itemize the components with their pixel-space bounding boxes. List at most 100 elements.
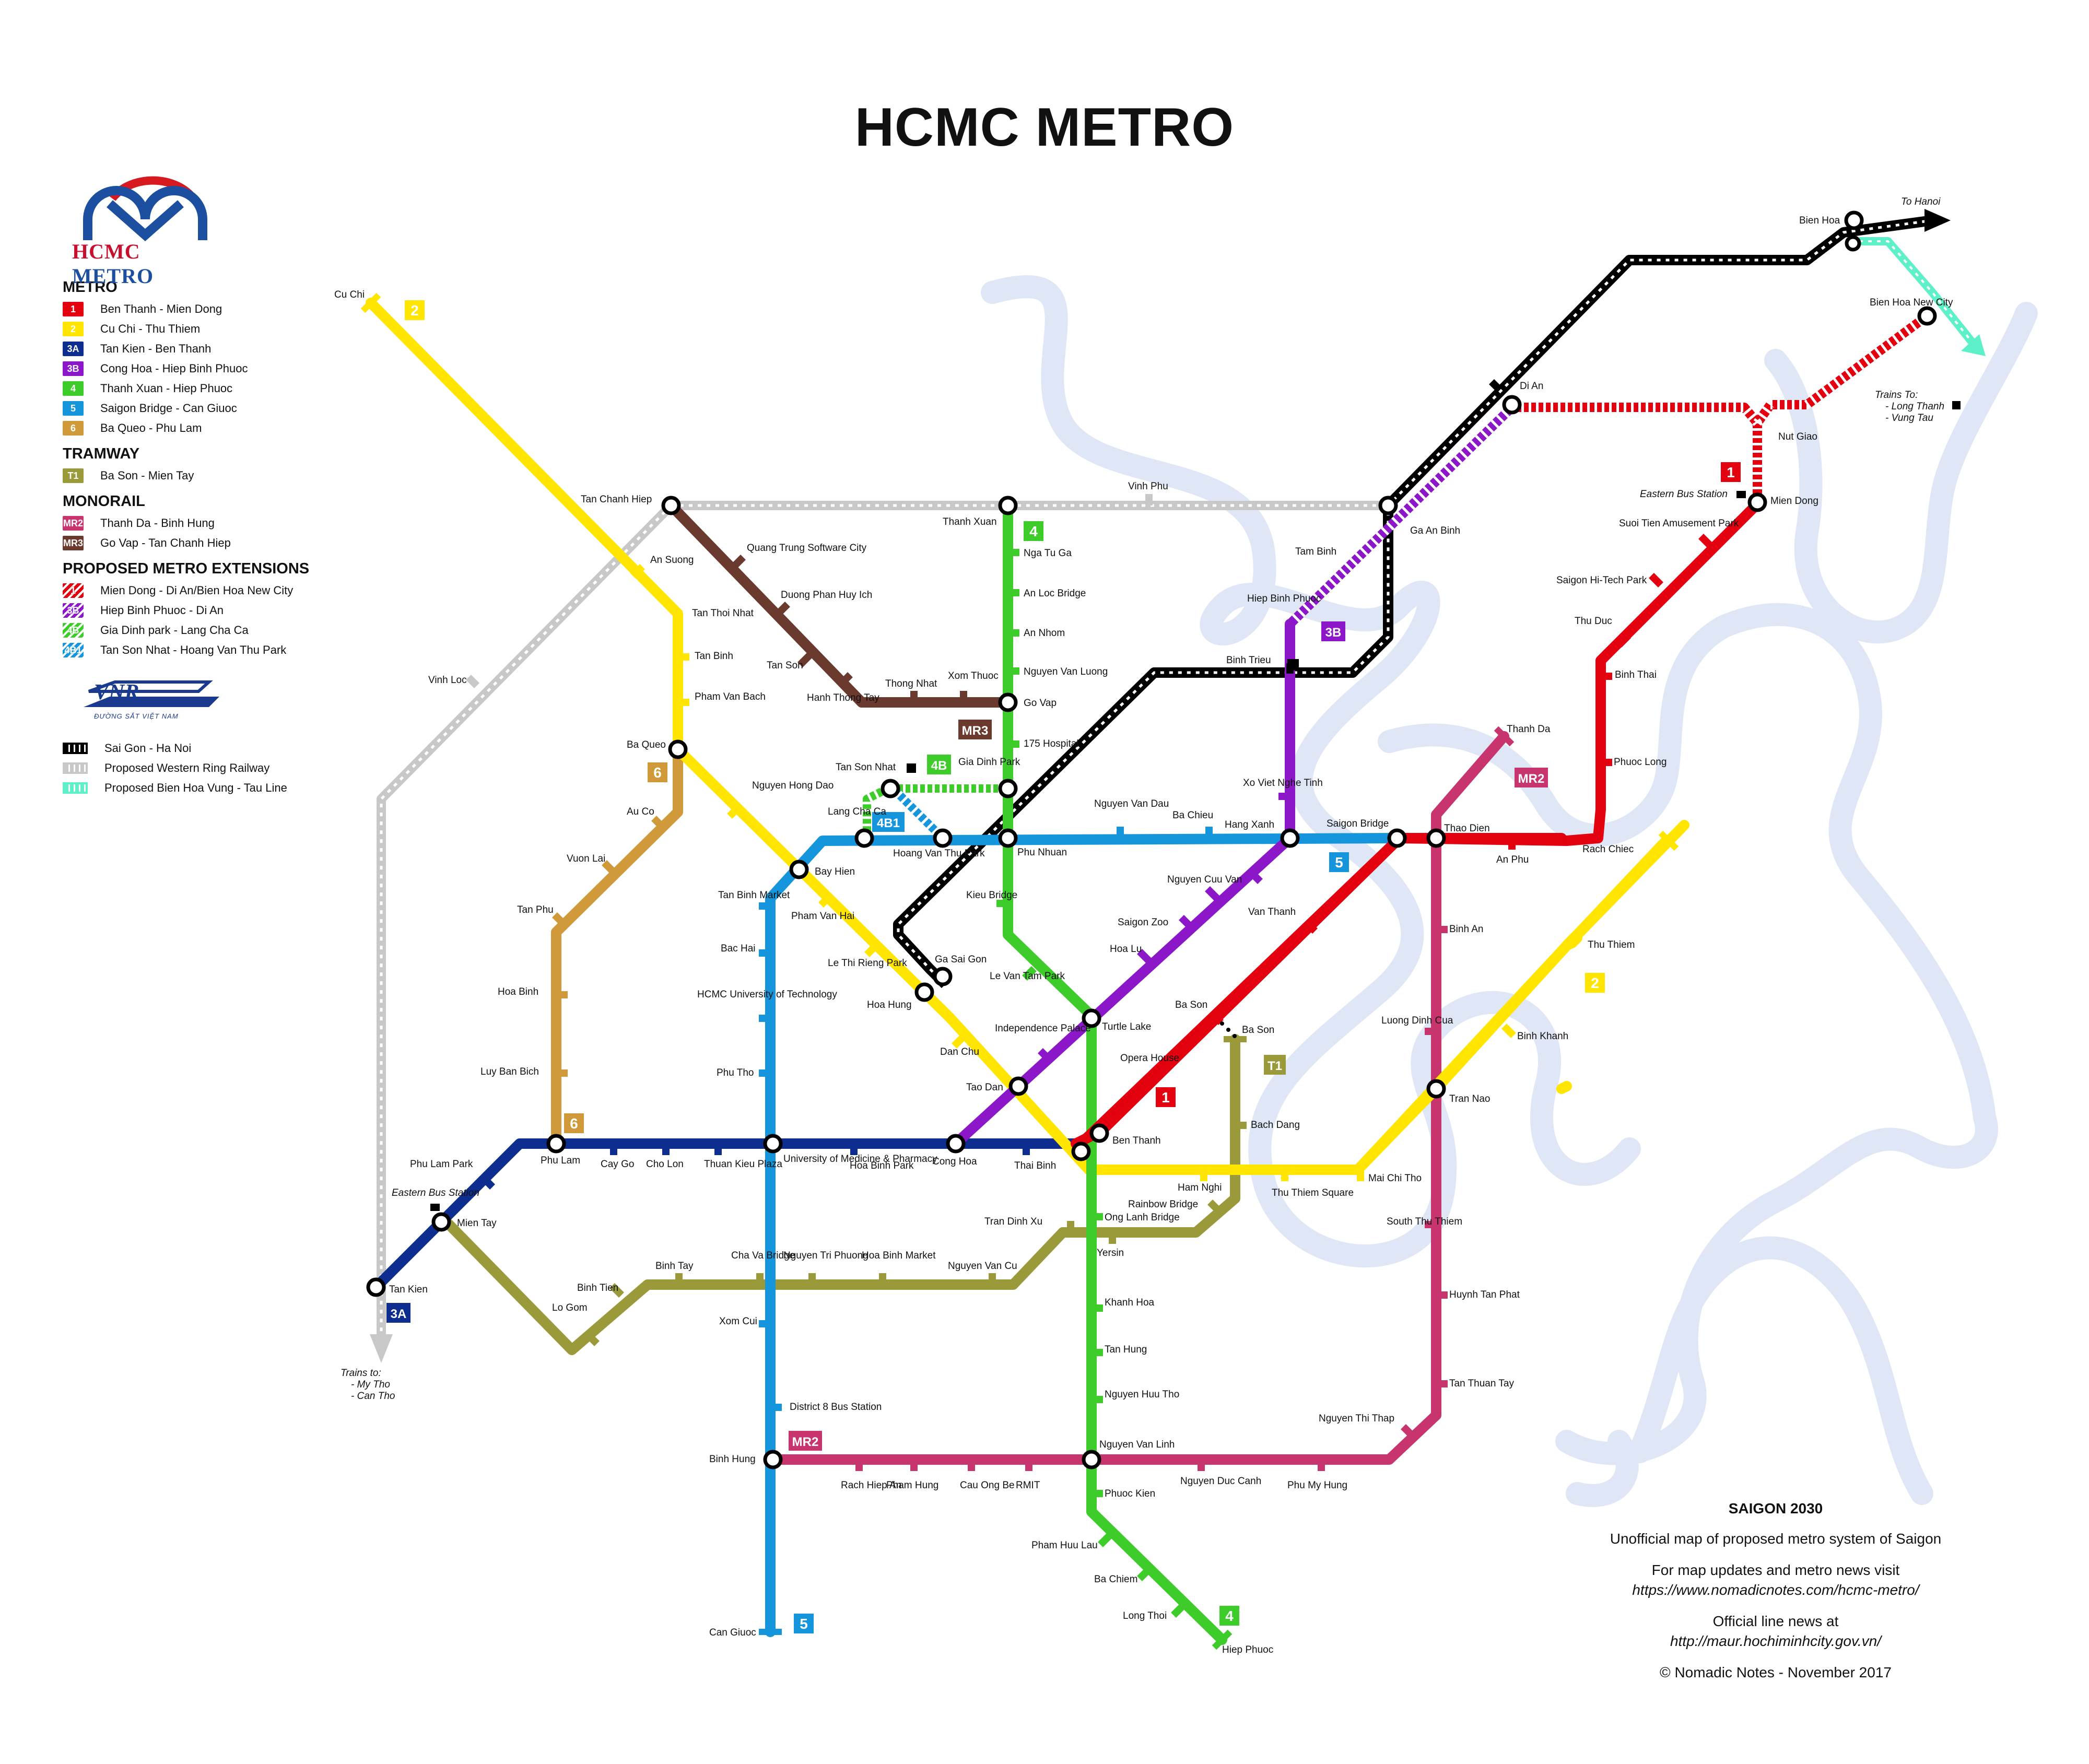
station-mien-tay[interactable]	[431, 1212, 451, 1232]
label-khanh-hoa: Khanh Hoa	[1105, 1297, 1155, 1308]
station-ticks	[466, 379, 1713, 1618]
label-pham-van-hai: Pham Van Hai	[791, 911, 854, 922]
station-di-an[interactable]	[1502, 395, 1522, 415]
legend-rail-swatch	[63, 782, 88, 794]
tag-l3b: 3B	[1321, 621, 1345, 641]
info-link-maur[interactable]: http://maur.hochiminhcity.gov.vn/	[1670, 1633, 1882, 1649]
label-lo-gom: Lo Gom	[552, 1302, 588, 1313]
label-ong-lanh: Ong Lanh Bridge	[1105, 1212, 1180, 1223]
station-bien-hoa-new-city[interactable]	[1917, 306, 1937, 326]
label-nguyen-thi-thap: Nguyen Thi Thap	[1319, 1413, 1394, 1424]
legend-item-label: Sai Gon - Ha Noi	[104, 742, 192, 755]
line-2-thu-thiem	[1353, 820, 1689, 1175]
label-phu-tho: Phu Tho	[717, 1067, 754, 1078]
small-icons	[430, 401, 1961, 1211]
station-hoa-hung[interactable]	[914, 982, 934, 1002]
station-tao-dan[interactable]	[1008, 1076, 1028, 1096]
label-rmit: RMIT	[1016, 1480, 1040, 1491]
tag-l2-right: 2	[1585, 973, 1605, 993]
tick	[466, 675, 479, 688]
info-link-nomadic[interactable]: https://www.nomadicnotes.com/hcmc-metro/	[1632, 1582, 1919, 1598]
label-rach-hiep-an: Rach Hiep An	[841, 1480, 901, 1491]
airport-icon	[907, 763, 916, 773]
station-ga-sai-gon[interactable]	[933, 967, 953, 986]
label-saigon-bridge: Saigon Bridge	[1327, 818, 1389, 829]
tag-mr2-bottom-text: MR2	[792, 1435, 819, 1449]
tag-l3a: 3A	[386, 1303, 410, 1323]
label-bien-hoa: Bien Hoa	[1799, 215, 1840, 226]
label-trains-to-mt: Trains to:	[341, 1368, 381, 1379]
label-tan-binh-market: Tan Binh Market	[718, 890, 790, 901]
label-hoa-binh-park: Hoa Binh Park	[850, 1160, 914, 1171]
station-gia-dinh-park[interactable]	[998, 779, 1018, 798]
bus-icon	[1736, 491, 1746, 498]
tag-bg	[1585, 973, 1605, 993]
station-phu-lam[interactable]	[546, 1134, 566, 1154]
tag-l5-right: 5	[1329, 852, 1349, 872]
vnr-swoosh	[84, 697, 219, 707]
label-au-co: Au Co	[627, 806, 654, 817]
tick	[1649, 573, 1663, 587]
rail-station-icon	[1287, 659, 1299, 671]
station-lang-cha-ca[interactable]	[854, 828, 874, 848]
station-labels: Cu Chi An Suong Tan Chanh Hiep Tan Thoi …	[334, 196, 1953, 1655]
station-go-vap[interactable]	[998, 692, 1018, 712]
label-vinh-phu: Vinh Phu	[1128, 481, 1168, 492]
station-bay-hien[interactable]	[789, 860, 809, 879]
tick	[1698, 534, 1713, 548]
tag-mr2-top: MR2	[1515, 768, 1548, 787]
legend-item-label: Tan Kien - Ben Thanh	[100, 342, 212, 355]
station-nguyen-van-linh[interactable]	[1082, 1450, 1101, 1469]
tag-mr3: MR3	[958, 720, 992, 739]
station-mien-dong[interactable]	[1747, 492, 1767, 512]
tag-bg	[564, 1113, 584, 1133]
label-kieu-bridge: Kieu Bridge	[966, 890, 1017, 901]
line-1-bentanh	[1071, 833, 1567, 1149]
legend-mono-list: MR2 Thanh Da - Binh Hung MR3 Go Vap - Tan C…	[63, 513, 428, 553]
hcmc-metro-logo: HCMC METRO	[63, 172, 219, 288]
station-tran-nao[interactable]	[1426, 1079, 1446, 1099]
legend-tram-heading: TRAMWAY	[63, 445, 140, 462]
label-duong-phan: Duong Phan Huy Ich	[781, 590, 872, 601]
station-hoang-van-thu[interactable]	[933, 828, 953, 848]
station-turtle-lake[interactable]	[1082, 1008, 1101, 1028]
station-thao-dien[interactable]	[1426, 828, 1446, 848]
station-bien-hoa-2[interactable]	[1845, 235, 1861, 252]
label-cong-hoa: Cong Hoa	[932, 1156, 977, 1167]
legend-item: T1 Ba Son - Mien Tay	[63, 466, 428, 486]
tick	[1248, 869, 1263, 884]
logo-text-b: METRO	[72, 264, 154, 288]
station-phu-nhuan[interactable]	[998, 828, 1018, 848]
legend-item-label: Gia Dinh park - Lang Cha Ca	[100, 624, 249, 637]
label-independence: Independence Palace	[995, 1023, 1091, 1034]
legend-line-badge: 5	[63, 401, 84, 416]
station-tan-kien[interactable]	[366, 1277, 386, 1297]
station-ben-thanh-2[interactable]	[1071, 1142, 1091, 1161]
tag-bg	[794, 1614, 814, 1633]
station-univ-med[interactable]	[763, 1134, 783, 1154]
label-tran-dinh-xu: Tran Dinh Xu	[984, 1216, 1042, 1227]
station-tan-chanh-hiep[interactable]	[661, 496, 681, 515]
station-binh-hung[interactable]	[763, 1450, 783, 1469]
tag-bg	[1515, 768, 1548, 787]
station-ba-queo[interactable]	[668, 739, 688, 759]
station-saigon-bridge[interactable]	[1387, 828, 1407, 848]
label-can-giuoc: Can Giuoc	[709, 1627, 756, 1638]
label-tan-binh: Tan Binh	[695, 651, 733, 662]
tag-l5-right-text: 5	[1335, 854, 1343, 871]
station-ga-an-binh[interactable]	[1378, 496, 1398, 515]
logo-blue-v	[107, 200, 184, 242]
legend-line-badge: 2	[63, 322, 84, 336]
legend-line-badge: MR3	[63, 536, 84, 550]
station-tan-son-nhat[interactable]	[881, 779, 900, 798]
railways	[370, 209, 1986, 1363]
tag-t1: T1	[1264, 1055, 1286, 1075]
legend-item: Proposed Western Ring Railway	[63, 758, 428, 778]
legend-line-badge: 1	[63, 302, 84, 316]
station-cong-hoa[interactable]	[946, 1134, 966, 1154]
station-hang-xanh[interactable]	[1280, 828, 1300, 848]
label-ba-son-1: Ba Son	[1175, 999, 1207, 1010]
station-thanh-xuan[interactable]	[998, 496, 1018, 515]
station-ben-thanh[interactable]	[1089, 1123, 1109, 1143]
station-bien-hoa[interactable]	[1844, 210, 1864, 230]
